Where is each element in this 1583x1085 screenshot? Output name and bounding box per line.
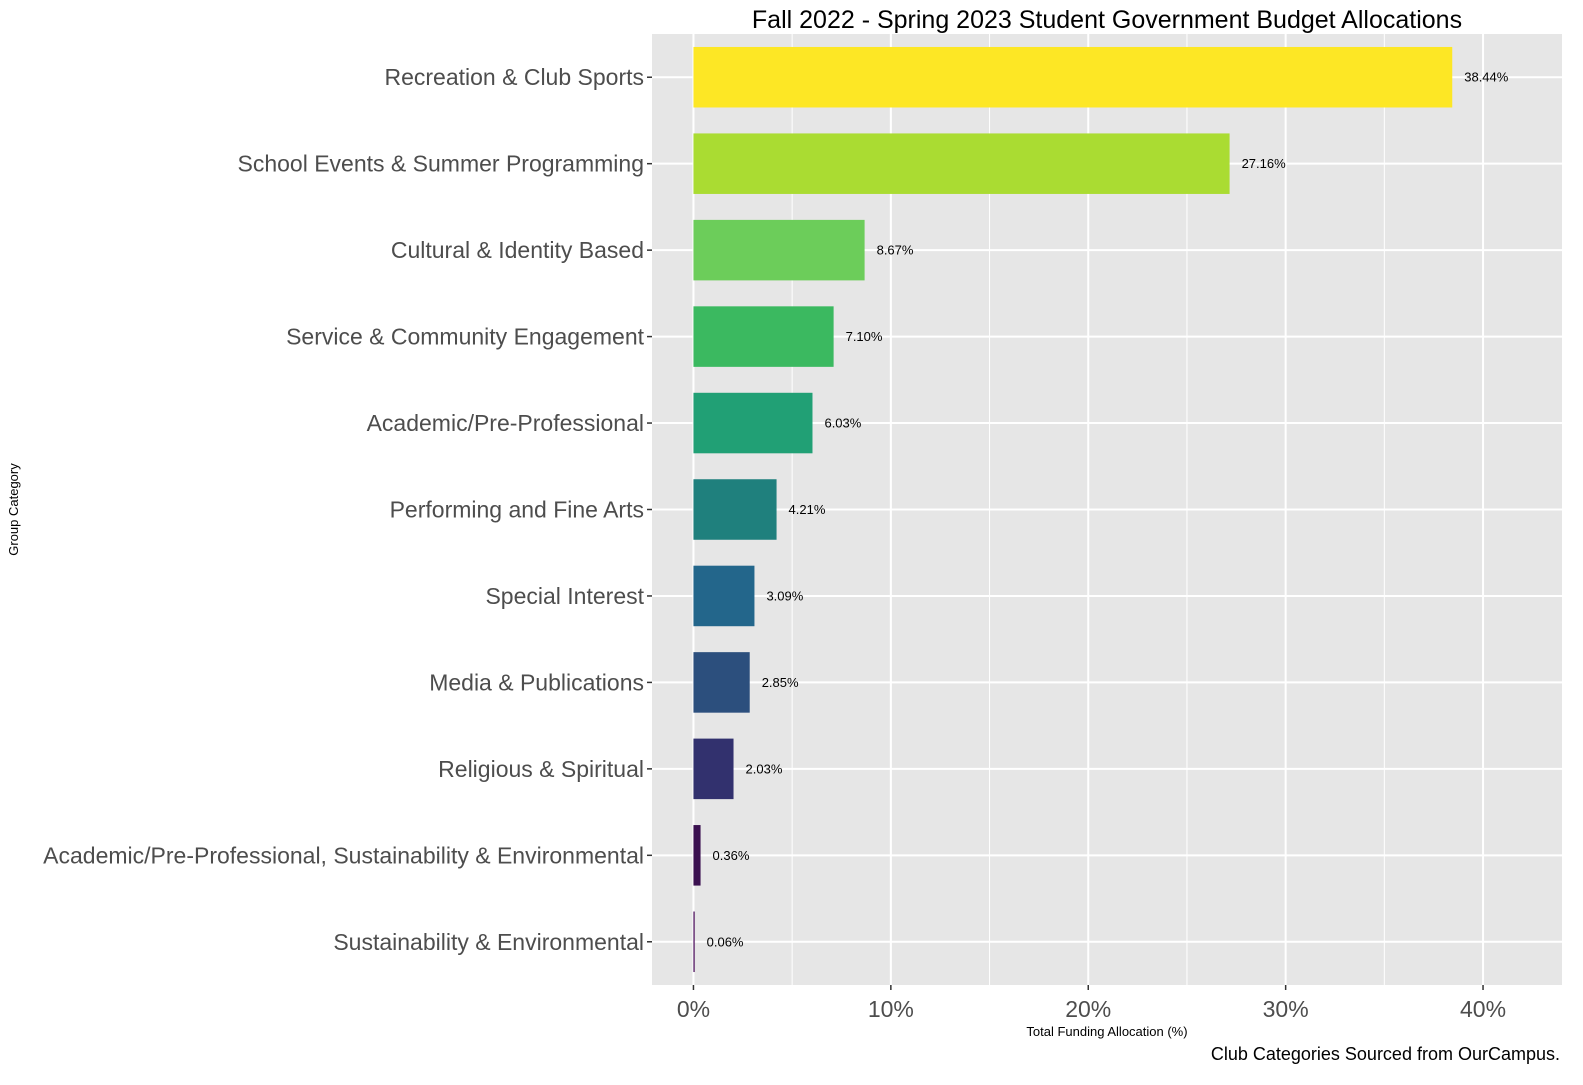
x-axis: 0% 10% 20% 30% 40% — [677, 985, 1506, 1022]
y-tick-label: Recreation & Club Sports — [384, 64, 644, 90]
x-tick-label: 0% — [677, 996, 710, 1022]
data-label: 8.67% — [877, 243, 914, 258]
bar — [693, 306, 834, 367]
bar — [693, 565, 755, 627]
data-label: 0.06% — [707, 934, 744, 949]
bar — [693, 133, 1230, 194]
data-label: 27.16% — [1242, 156, 1287, 171]
bar — [693, 738, 734, 800]
data-label: 38.44% — [1464, 70, 1509, 85]
bar — [693, 46, 1453, 108]
bar — [693, 911, 695, 973]
y-tick-label: Performing and Fine Arts — [390, 497, 644, 523]
bar — [693, 219, 865, 281]
x-tick-label: 10% — [868, 996, 914, 1022]
y-tick-label: Religious & Spiritual — [438, 756, 644, 782]
data-label: 4.21% — [789, 502, 826, 517]
data-label: 2.03% — [746, 761, 783, 776]
y-tick-label: Sustainability & Environmental — [333, 929, 644, 955]
x-axis-title: Total Funding Allocation (%) — [1026, 1024, 1187, 1039]
bar — [693, 479, 777, 540]
chart-caption: Club Categories Sourced from OurCampus. — [1211, 1044, 1560, 1064]
y-axis: Recreation & Club Sports School Events & … — [43, 64, 652, 955]
y-tick-label: Media & Publications — [429, 669, 644, 695]
bar — [693, 392, 813, 454]
data-label: 2.85% — [762, 675, 799, 690]
y-tick-label: Cultural & Identity Based — [391, 237, 644, 263]
bar — [693, 652, 750, 713]
x-tick-label: 30% — [1263, 996, 1309, 1022]
data-label: 6.03% — [824, 416, 861, 431]
y-tick-label: Academic/Pre-Professional — [367, 410, 644, 436]
chart-title: Fall 2022 - Spring 2023 Student Governme… — [752, 6, 1462, 34]
y-tick-label: School Events & Summer Programming — [238, 151, 645, 177]
x-tick-label: 40% — [1460, 996, 1506, 1022]
data-labels: 38.44% 27.16% 8.67% 7.10% 6.03% 4.21% 3.09% 2.8… — [707, 70, 1509, 950]
y-tick-label: Service & Community Engagement — [286, 324, 645, 350]
bar — [693, 825, 701, 886]
bars — [693, 46, 1453, 973]
data-label: 0.36% — [713, 848, 750, 863]
y-tick-label: Academic/Pre-Professional, Sustainabilit… — [43, 842, 644, 868]
x-tick-label: 20% — [1065, 996, 1111, 1022]
data-label: 3.09% — [766, 588, 803, 603]
y-axis-title: Group Category — [6, 463, 21, 556]
data-label: 7.10% — [846, 329, 883, 344]
y-tick-label: Special Interest — [485, 583, 644, 609]
